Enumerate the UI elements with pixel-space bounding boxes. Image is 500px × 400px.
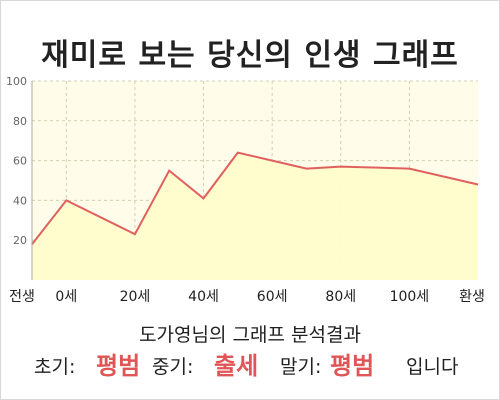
y-axis-ticks: 20 40 60 80 100	[6, 75, 27, 247]
life-line	[31, 151, 479, 245]
x-tick-label: 20세	[120, 289, 151, 305]
late-label: 말기:	[280, 356, 322, 378]
result-heading: 도가영님의 그래프 분석결과	[139, 324, 361, 346]
x-tick-label: 80세	[325, 289, 356, 305]
x-axis-ticks: 전생 0세 20세 40세 60세 80세 100세 환생	[9, 289, 485, 305]
y-tick-label: 40	[13, 194, 27, 207]
life-area-fill	[32, 152, 478, 280]
result-suffix: 입니다	[406, 356, 459, 378]
y-tick-label: 100	[6, 75, 27, 88]
x-tick-label: 100세	[390, 289, 430, 305]
x-tick-label: 0세	[55, 289, 77, 305]
x-tick-label: 전생	[9, 289, 35, 305]
y-tick-label: 20	[13, 234, 27, 247]
x-tick-label: 40세	[188, 289, 219, 305]
x-tick-label: 환생	[459, 289, 485, 305]
mid-value: 출세	[214, 352, 259, 380]
early-label: 초기:	[34, 356, 76, 378]
mid-label: 중기:	[152, 356, 194, 378]
x-tick-label: 60세	[257, 289, 288, 305]
early-value: 평범	[96, 352, 141, 380]
result-summary: 초기: 평범 중기: 출세 말기: 평범 입니다	[0, 346, 500, 380]
y-tick-label: 60	[13, 155, 27, 168]
page-title: 재미로 보는 당신의 인생 그래프	[41, 38, 459, 73]
y-tick-label: 80	[13, 115, 27, 128]
late-value: 평범	[330, 352, 375, 380]
